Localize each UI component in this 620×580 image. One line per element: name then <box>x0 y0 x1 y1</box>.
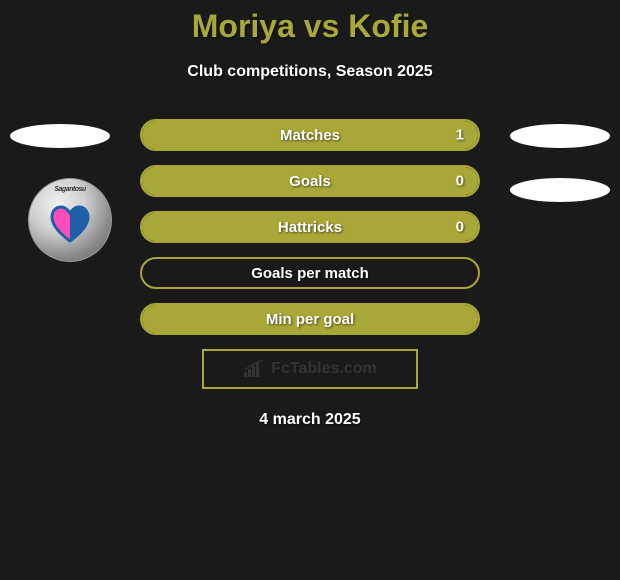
stat-bar-hattricks: Hattricks 0 <box>140 211 480 243</box>
stat-label: Goals per match <box>251 265 369 282</box>
stat-bar-goals-per-match: Goals per match <box>140 257 480 289</box>
stat-value: 0 <box>456 219 464 236</box>
stat-bar-min-per-goal: Min per goal <box>140 303 480 335</box>
brand-box[interactable]: FcTables.com <box>202 349 418 389</box>
chart-icon <box>243 360 265 378</box>
heart-icon <box>48 205 92 243</box>
player-right-placeholder-1 <box>510 124 610 148</box>
team-logo: Sagantosu <box>28 178 112 262</box>
date-text: 4 march 2025 <box>0 411 620 429</box>
stat-label: Goals <box>289 173 331 190</box>
stat-value: 1 <box>456 127 464 144</box>
stat-label: Min per goal <box>266 311 354 328</box>
stat-label: Hattricks <box>278 219 342 236</box>
stat-label: Matches <box>280 127 340 144</box>
page-subtitle: Club competitions, Season 2025 <box>0 63 620 81</box>
page-title: Moriya vs Kofie <box>0 0 620 45</box>
stat-value: 0 <box>456 173 464 190</box>
team-logo-text: Sagantosu <box>54 186 85 193</box>
player-left-placeholder <box>10 124 110 148</box>
stat-bar-goals: Goals 0 <box>140 165 480 197</box>
stat-bar-matches: Matches 1 <box>140 119 480 151</box>
player-right-placeholder-2 <box>510 178 610 202</box>
brand-text: FcTables.com <box>271 360 377 378</box>
